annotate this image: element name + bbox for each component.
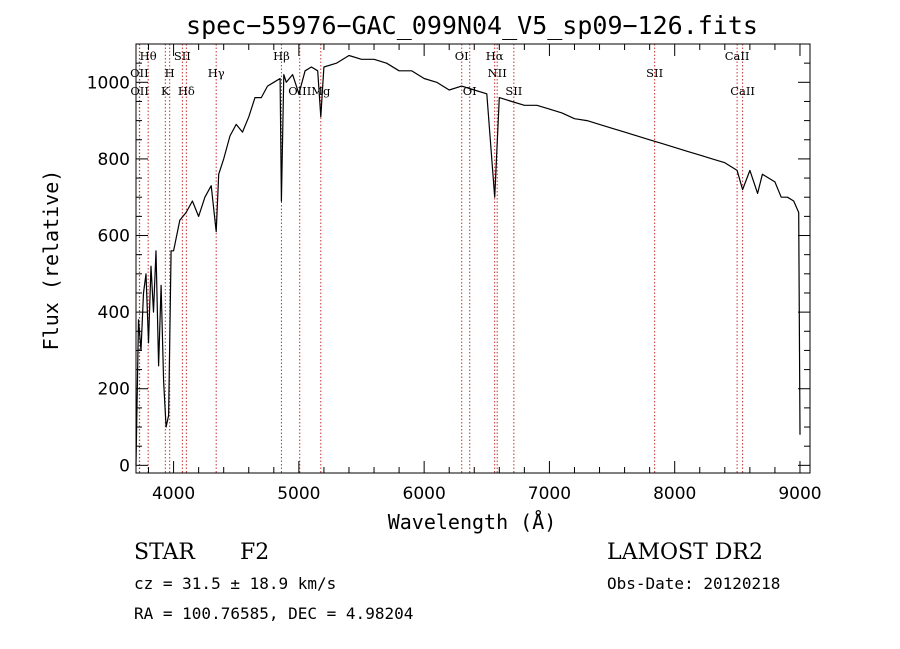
line-label: OII <box>130 66 149 80</box>
line-label: CaII <box>730 84 755 98</box>
y-axis-label: Flux (relative) <box>39 170 63 351</box>
line-label: OI <box>463 84 477 98</box>
line-label: SII <box>505 84 522 98</box>
line-label: Hα <box>486 49 504 63</box>
x-tick-label: 5000 <box>277 484 320 504</box>
survey-name: LAMOST DR2 <box>607 540 763 565</box>
object-subclass: F2 <box>240 540 270 565</box>
coordinates-readout: RA = 100.76585, DEC = 4.98204 <box>134 604 414 623</box>
x-axis-label: Wavelength (Å) <box>388 510 557 534</box>
object-class: STAR <box>134 540 195 565</box>
x-tick-label: 4000 <box>152 484 195 504</box>
spectrum-series <box>135 54 801 466</box>
x-tick-label: 6000 <box>403 484 446 504</box>
y-tick-label: 800 <box>98 150 130 170</box>
y-axis-ticks: 0 200 400 600 800 1000 <box>87 43 810 476</box>
x-tick-label: 8000 <box>653 484 696 504</box>
x-tick-label: 7000 <box>528 484 571 504</box>
chart-title: spec−55976−GAC_099N04_V5_sp09−126.fits <box>186 11 758 40</box>
y-tick-label: 200 <box>98 380 130 400</box>
y-tick-label: 400 <box>98 303 130 323</box>
line-label: OI <box>455 49 469 63</box>
line-label: Hβ <box>273 49 290 63</box>
y-tick-label: 1000 <box>87 73 130 93</box>
redshift-readout: cz = 31.5 ± 18.9 km/s <box>134 574 337 593</box>
line-label: H <box>165 66 175 80</box>
y-tick-label: 600 <box>98 227 130 247</box>
line-label: SII <box>174 49 191 63</box>
line-label: Hγ <box>208 66 225 80</box>
line-label: CaII <box>725 49 750 63</box>
line-label: K <box>161 84 170 98</box>
x-tick-label: 9000 <box>778 484 821 504</box>
spectral-line-markers <box>138 44 744 473</box>
line-label: SII <box>646 66 663 80</box>
observation-date: Obs-Date: 20120218 <box>607 574 781 593</box>
line-label: Mg <box>311 84 331 98</box>
plot-frame <box>135 43 811 474</box>
y-tick-label: 0 <box>119 456 130 476</box>
line-label: NII <box>488 66 507 80</box>
line-label: Hθ <box>140 49 157 63</box>
line-label: Hδ <box>178 84 195 98</box>
x-axis-ticks: 4000 5000 6000 7000 8000 9000 <box>148 44 822 504</box>
line-label: OII <box>130 84 149 98</box>
